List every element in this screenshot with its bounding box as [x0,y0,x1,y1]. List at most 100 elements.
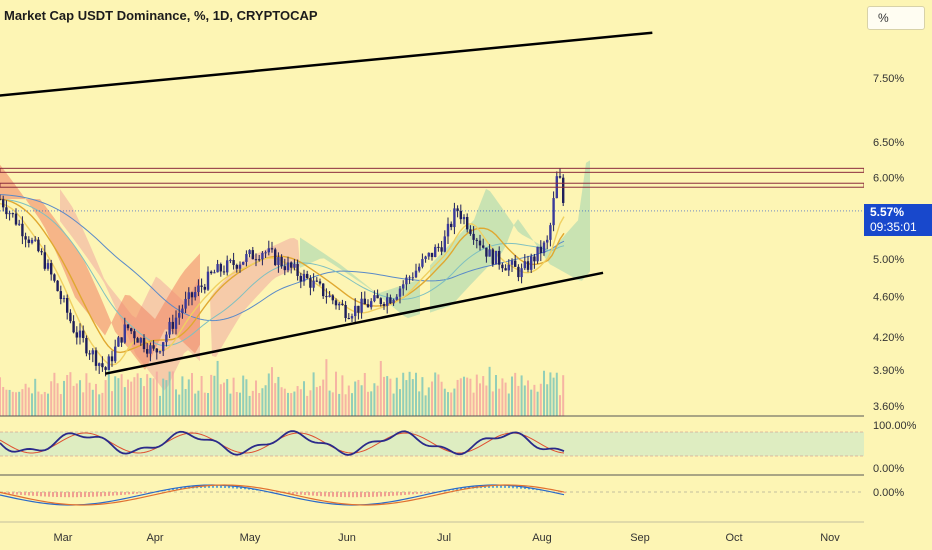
candle-body [520,268,523,278]
volume-bar [0,377,1,416]
macd-histogram-bar [32,492,34,496]
macd-histogram-bar [456,488,458,490]
stoch-tick-label: 0.00% [873,463,904,475]
candle-body [274,249,277,265]
candle-body [34,239,37,241]
y-tick-label: 5.00% [873,254,904,266]
volume-bar [50,381,53,416]
volume-bar [239,392,241,416]
candle-body [75,332,78,338]
candle-body [251,250,254,260]
volume-bar [31,393,33,416]
volume-bar [383,376,385,416]
candle-body [2,199,5,208]
macd-histogram-bar [312,492,314,496]
candle-body [203,286,206,290]
volume-bar [207,393,209,416]
candle-body [133,331,136,339]
candle-body [402,284,405,289]
candle-body [325,296,328,298]
volume-bar [37,391,40,416]
volume-bar [386,376,389,416]
macd-histogram-bar [112,492,114,496]
volume-bar [453,388,456,416]
macd-histogram-bar [564,492,566,494]
macd-histogram-bar [504,485,506,488]
candle-body [366,304,370,308]
candle-body [360,298,363,313]
macd-histogram-bar [380,492,382,497]
candle-body [194,292,197,298]
volume-bar [395,377,398,416]
macd-histogram-bar [12,492,14,495]
volume-bar [159,395,161,416]
candle-body [222,271,226,273]
volume-bar [191,373,193,416]
macd-histogram-bar [304,492,306,496]
candle-body [562,177,565,203]
volume-bar [482,376,485,416]
candle-body [206,271,210,290]
candle-body [488,249,491,257]
macd-histogram-bar [228,485,230,489]
time-axis[interactable]: Mar Apr May Jun Jul Aug Sep Oct Nov [54,532,841,544]
volume-bar [344,394,347,416]
volume-bar [197,390,200,416]
ichimoku-clouds [0,160,590,391]
candle-body [533,256,536,262]
candle-body [94,350,98,366]
candle-body [530,256,533,270]
candle-body [24,236,27,240]
volume-bar [488,366,491,416]
macd-histogram-bar [364,492,366,498]
volume-bar [226,379,229,416]
volume-bar [267,373,270,416]
macd-histogram-bar [388,492,390,497]
candle-body [315,280,318,282]
candle-body [40,251,43,253]
volume-bar [469,378,472,416]
candle-body [69,312,72,322]
volume-bar [456,379,459,416]
unit-selector[interactable]: % [867,6,925,30]
candle-body [414,270,418,278]
volume-bar [165,380,168,416]
price-axis[interactable]: 7.50% 6.50% 6.00% 5.00% 4.60% 4.20% 3.90% 3.60%… [864,0,932,550]
lower-trendline [104,271,604,375]
candle-body [59,291,62,300]
volume-bar [21,389,24,416]
volume-bar [175,389,177,416]
candle-body [46,263,50,269]
volume-bar [328,390,331,416]
volume-bar [498,388,501,416]
candle-body [0,199,2,201]
volume-bar [155,371,158,416]
candle-body [178,313,181,318]
macd-histogram-bar [408,492,410,495]
volume-bar [495,375,497,416]
volume-bar [517,385,520,416]
volume-bar [466,377,469,416]
volume-bar [520,375,523,416]
macd-histogram-bar [420,492,422,494]
volume-bar [255,380,257,416]
macd-histogram-bar [136,492,138,494]
candle-body [491,249,494,265]
candle-body [168,321,171,335]
candle-body [411,277,414,279]
candle-body [424,256,427,260]
macd-histogram-bar [336,492,338,497]
volume-bar [280,387,283,416]
candle-body [216,264,219,273]
candle-body [328,295,331,298]
volume-bar [219,384,222,416]
candle-body [56,280,59,292]
volume-bar [107,364,110,416]
volume-bar [133,377,136,416]
candle-body [456,208,459,211]
chart-title: Market Cap USDT Dominance, %, 1D, CRYPTO… [4,8,318,23]
candle-body [392,299,395,304]
candle-body [254,259,258,261]
x-tick-label: Sep [630,532,650,544]
